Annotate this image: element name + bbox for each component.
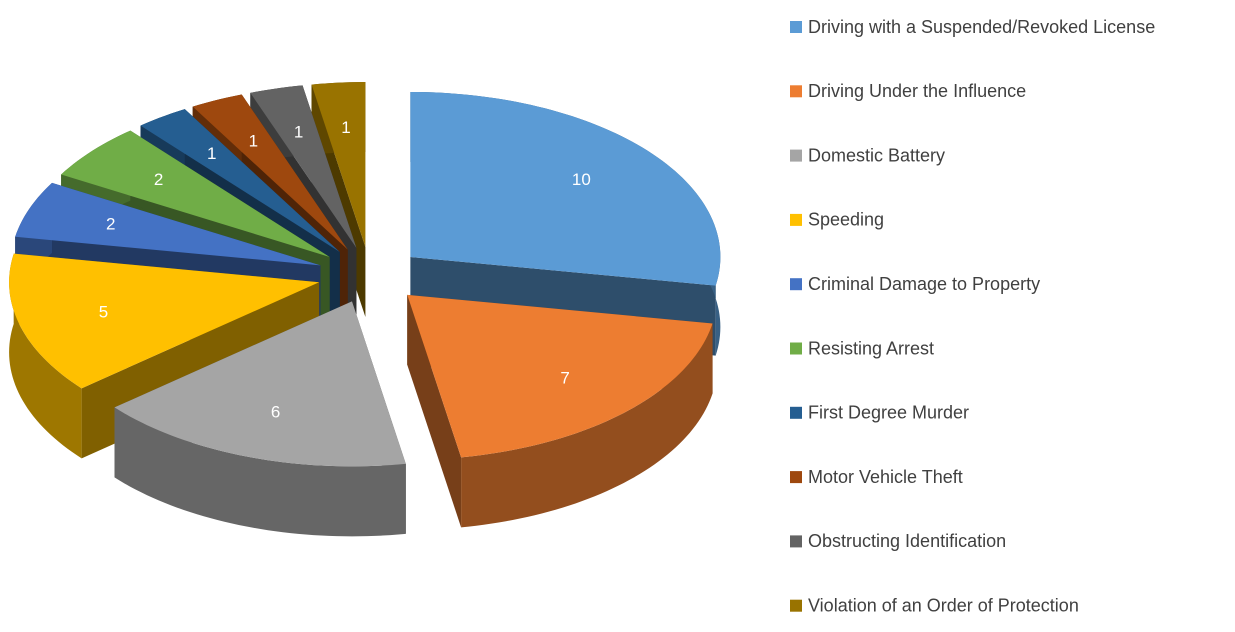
legend-swatch <box>790 535 802 548</box>
slice-top <box>61 130 330 257</box>
legend-swatch <box>790 21 802 33</box>
data-label: 2 <box>106 214 115 233</box>
legend-swatch <box>790 471 802 484</box>
data-label: 10 <box>572 170 591 189</box>
legend-swatch <box>790 342 802 355</box>
data-label: 5 <box>99 302 108 321</box>
data-label: 2 <box>154 170 163 189</box>
slice-wall <box>9 253 82 459</box>
legend-label: Violation of an Order of Protection <box>808 595 1079 615</box>
legend-label: Criminal Damage to Property <box>808 274 1040 294</box>
slice-top <box>15 182 321 266</box>
slice-wall <box>461 323 713 528</box>
legend-swatch <box>790 406 802 419</box>
slice-wall <box>114 407 406 537</box>
slice-top <box>192 94 348 250</box>
legend-label: Resisting Arrest <box>808 338 934 358</box>
data-label: 7 <box>560 368 569 387</box>
data-label: 1 <box>294 123 303 142</box>
slice-top <box>250 85 357 248</box>
legend-swatch <box>790 213 802 226</box>
data-label: 6 <box>271 402 280 421</box>
legend-swatch <box>790 85 802 98</box>
legend-swatch <box>790 149 802 162</box>
legend-label: Speeding <box>808 210 884 230</box>
legend-swatch <box>790 278 802 291</box>
slice <box>114 301 406 537</box>
legend-label: Driving Under the Influence <box>808 81 1026 101</box>
slice-top <box>114 301 406 467</box>
data-label: 1 <box>341 118 350 137</box>
legend-label: Obstructing Identification <box>808 531 1006 551</box>
legend-swatch <box>790 599 802 612</box>
data-label: 1 <box>207 144 216 163</box>
legend-label: Driving with a Suspended/Revoked License <box>808 17 1155 37</box>
data-label: 1 <box>249 131 258 150</box>
slice-top <box>140 109 340 253</box>
slice <box>407 294 713 528</box>
legend-label: Motor Vehicle Theft <box>808 467 963 487</box>
legend-label: First Degree Murder <box>808 403 969 423</box>
slice-top <box>410 91 721 286</box>
slice-wall <box>407 294 462 528</box>
legend-label: Domestic Battery <box>808 145 945 165</box>
slice-top <box>311 82 366 248</box>
slice-top <box>9 253 320 389</box>
slice-top <box>407 294 713 458</box>
